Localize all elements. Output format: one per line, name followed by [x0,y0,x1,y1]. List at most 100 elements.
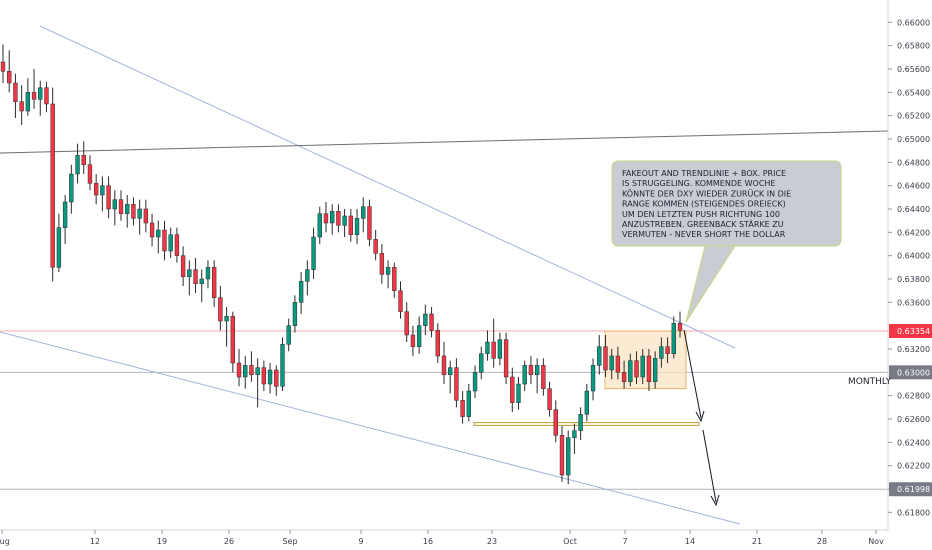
candle [25,78,31,116]
candle-body-up [255,367,260,375]
time-tick-label: 23 [487,537,497,546]
drawings[interactable] [0,25,889,525]
price-tick-label: 0.61800 [897,508,930,517]
candle-body-down [106,185,111,210]
candle-body-up [69,173,74,203]
candle-body-down [392,267,397,291]
candle-body-down [131,204,136,219]
candle-body-up [311,236,316,270]
candle [87,155,93,191]
candle [354,209,360,244]
candle [491,318,496,368]
candle-body-up [416,325,422,347]
candle-body-down [553,409,558,436]
candle [578,407,583,440]
candle [118,190,124,221]
lower-trendline[interactable] [0,331,741,525]
candle-body-down [441,355,447,375]
callout-text-line: IS STRUGGELING. KOMMENDE WOCHE [622,179,775,188]
candle-body-up [62,201,68,228]
time-tick-label: 19 [157,537,167,546]
candle [218,286,223,331]
candle-body-down [323,213,329,224]
projection-arrows[interactable] [683,329,720,507]
candle-body-up [423,313,428,326]
price-axis[interactable]: 0.66000 0.65800 0.65600 0.65400 0.65200 0.650… [887,0,932,530]
price-tick-label: 0.63200 [897,345,930,354]
projection-arrow-1 [683,329,702,419]
candle [56,213,62,272]
price-tick-label: 0.66000 [897,18,930,27]
candle-body-up [640,355,645,378]
candle-body-down [404,311,409,336]
candles [0,44,683,485]
time-tick-label: 7 [622,537,627,546]
grey-horizontal-trendline[interactable] [0,130,889,154]
candle-body-up [497,339,503,359]
candle-body-up [286,325,291,345]
candle-body-down [398,290,403,312]
callout-text-line: RANGE KOMMEN (STEIGENDES DREIECK) [622,200,786,209]
candle [236,349,242,387]
candle-body-down [665,346,670,354]
candle-body-up [38,87,43,100]
price-tick-label: 0.64400 [897,205,930,214]
candle [460,391,465,424]
upper-trendline[interactable] [39,25,736,349]
price-axis-background [888,0,932,530]
candle-body-down [50,103,55,268]
candle [677,311,683,338]
price-tag-label: 0.63000 [897,368,930,377]
candle [243,356,248,389]
candle [149,213,155,247]
candle [416,316,422,354]
callout-text-line: KÖNNTE DER DXY WIEDER ZURÜCK IN DIE [622,188,791,198]
candle [38,80,43,116]
candle-body-down [162,229,167,252]
candle [100,176,105,212]
candle [398,281,403,319]
candle [112,190,117,226]
candle-body-down [547,388,552,410]
candle-body-down [236,362,242,378]
candle-body-down [230,316,235,364]
candle [131,197,136,226]
candle [404,302,409,342]
price-tick-label: 0.65000 [897,135,930,144]
candle [305,260,310,296]
price-tick-label: 0.62200 [897,462,930,471]
annotation-callout[interactable]: FAKEOUT AND TRENDLINIE + BOX. PRICE IS ST… [611,160,842,323]
candle-body-up [609,355,614,371]
candle [174,227,180,263]
candle [168,227,173,258]
candle [274,365,279,396]
candle-body-up [75,155,80,175]
candle [261,360,267,391]
candle-body-down [143,208,149,224]
candle [93,174,99,205]
candle [50,87,55,282]
candle-body-up [534,365,540,375]
candle [609,349,614,380]
candle [572,423,577,454]
candle [534,358,540,394]
time-tick-label: 16 [423,537,433,546]
candle [298,272,304,314]
candle [590,358,596,401]
time-axis[interactable]: Aug 12 19 26 Sep 9 16 23 Oct 7 14 21 28 Nov [0,529,932,550]
price-tag [889,324,932,339]
candle-body-up [628,360,633,382]
candle-body-down [621,372,627,382]
candle-body-down [528,365,534,375]
monthly-level-label: MONTHLY [848,377,892,387]
candle-body-up [205,267,211,280]
candle-body-up [298,281,304,303]
candle [659,337,664,368]
candle [137,199,142,235]
candle-body-down [174,234,180,256]
candle-body-down [249,365,254,375]
candle [479,346,484,380]
candle [323,202,329,233]
support-zone[interactable] [473,422,700,426]
